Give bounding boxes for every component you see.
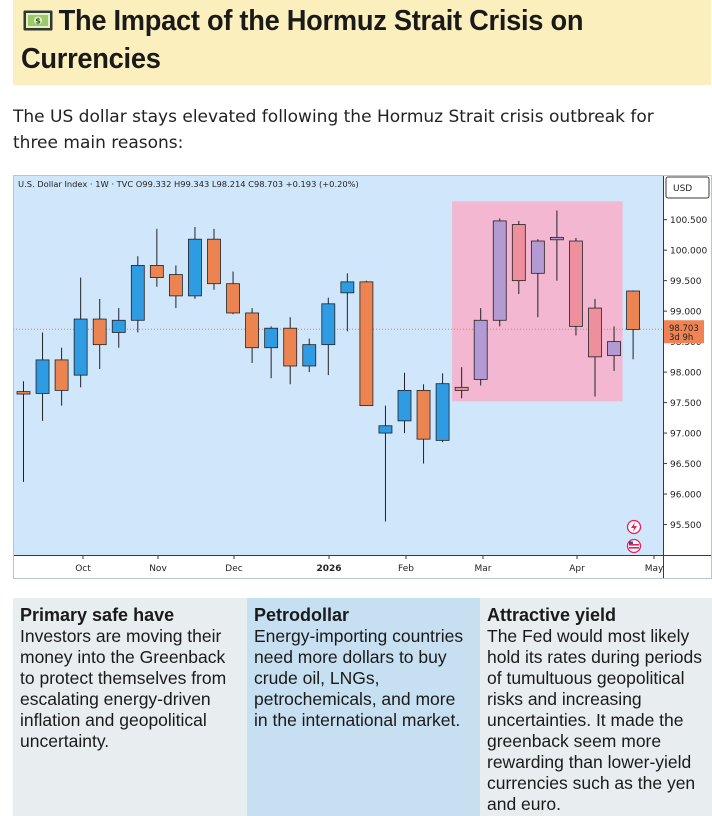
svg-text:$: $ — [35, 17, 41, 26]
reason-title: Attractive yield — [487, 605, 617, 625]
dxy-candlestick-chart[interactable]: 100.500100.00099.50099.00098.50098.00097… — [13, 175, 712, 579]
candle-body — [226, 283, 240, 314]
countdown-label: 3d 9h — [669, 333, 693, 343]
currency-label: USD — [673, 184, 692, 194]
currency-box — [665, 176, 710, 199]
reason-title: Petrodollar — [254, 605, 350, 625]
last-price-label: 98.703 — [669, 324, 699, 334]
reason-body: Energy-importing countries need more dol… — [254, 626, 464, 730]
lightning-icon — [631, 522, 637, 532]
y-tick-label: 100.000 — [670, 247, 707, 257]
flag-canton — [629, 541, 633, 544]
candle-body — [321, 303, 336, 346]
y-tick-label: 95.500 — [670, 521, 702, 531]
candle-body — [626, 290, 640, 330]
candle-body — [397, 389, 412, 422]
us-flag-event-icon — [626, 538, 642, 554]
x-tick-label: Oct — [75, 564, 91, 574]
candle-body — [607, 341, 621, 357]
y-tick-label: 99.000 — [670, 308, 702, 318]
reason-body: Investors are moving their money into th… — [20, 626, 227, 751]
candle-body — [188, 238, 202, 297]
reason-column-yield: Attractive yield The Fed would most like… — [480, 598, 712, 816]
candle-body — [54, 359, 69, 391]
time-scale-panel — [13, 555, 663, 579]
candle-body — [435, 383, 450, 441]
candle-body — [511, 224, 526, 282]
candle-body — [92, 318, 107, 346]
flag-stripe — [629, 544, 639, 546]
reasons-columns: Primary safe have Investors are moving t… — [13, 598, 712, 816]
title-banner: $ The Impact of the Hormuz Strait Crisis… — [13, 0, 711, 85]
candle-body — [378, 425, 393, 434]
candle-body — [16, 391, 31, 395]
candle-body — [35, 359, 50, 394]
candle-body — [264, 327, 279, 349]
candle-body — [302, 344, 317, 367]
candle-body — [550, 236, 564, 241]
page-title: The Impact of the Hormuz Strait Crisis o… — [21, 5, 584, 75]
reason-body: The Fed would most likely hold its rates… — [487, 626, 702, 814]
y-tick-label: 96.000 — [670, 491, 702, 501]
candle-body — [473, 319, 488, 380]
candle-body — [340, 281, 355, 294]
y-tick-label: 97.000 — [670, 430, 702, 440]
candle-body — [454, 386, 469, 391]
x-tick-label: Nov — [149, 564, 167, 574]
y-tick-label: 100.500 — [670, 216, 707, 226]
candle-body — [492, 220, 507, 321]
candle-body — [530, 240, 545, 274]
candle-body — [149, 265, 164, 278]
candle-body — [569, 240, 583, 327]
x-tick-label: Dec — [225, 564, 242, 574]
y-tick-label: 97.500 — [670, 399, 702, 409]
candle-body — [588, 307, 602, 358]
candle-body — [168, 274, 183, 297]
money-banknote-icon: $ — [23, 10, 53, 31]
x-tick-label: Feb — [398, 564, 414, 574]
candle-body — [245, 312, 260, 349]
y-tick-label: 99.500 — [670, 277, 702, 287]
y-tick-label: 98.000 — [670, 369, 702, 379]
x-tick-label: May — [645, 564, 664, 574]
price-scale-panel — [663, 175, 712, 555]
candle-body — [111, 319, 126, 333]
y-tick-label: 96.500 — [670, 460, 702, 470]
reason-column-safe-haven: Primary safe have Investors are moving t… — [13, 598, 247, 816]
candle-body — [359, 281, 374, 407]
reason-title: Primary safe have — [20, 605, 175, 625]
x-tick-label: 2026 — [316, 564, 341, 574]
candle-body — [73, 318, 88, 376]
candle-body — [207, 238, 221, 285]
x-tick-label: Mar — [475, 564, 492, 574]
chart-svg[interactable]: 100.500100.00099.50099.00098.50098.00097… — [13, 175, 712, 579]
reason-column-petrodollar: Petrodollar Energy-importing countries n… — [247, 598, 480, 816]
candle-body — [416, 389, 431, 440]
flag-stripe — [629, 547, 639, 549]
intro-paragraph: The US dollar stays elevated following t… — [13, 107, 654, 153]
candle-body — [130, 265, 145, 321]
candle-body — [283, 327, 298, 367]
x-tick-label: Apr — [569, 564, 585, 574]
last-price-badge — [664, 320, 704, 344]
chart-info-line: U.S. Dollar Index · 1W · TVC O99.332 H99… — [18, 179, 359, 189]
